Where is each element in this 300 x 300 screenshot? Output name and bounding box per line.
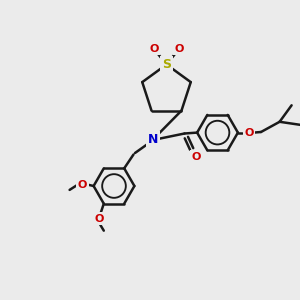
Text: O: O — [174, 44, 184, 54]
Text: O: O — [244, 128, 254, 138]
Text: O: O — [94, 214, 104, 224]
Text: O: O — [78, 179, 87, 190]
Text: S: S — [162, 58, 171, 71]
Text: N: N — [148, 133, 158, 146]
Text: O: O — [192, 152, 201, 162]
Text: O: O — [149, 44, 159, 54]
